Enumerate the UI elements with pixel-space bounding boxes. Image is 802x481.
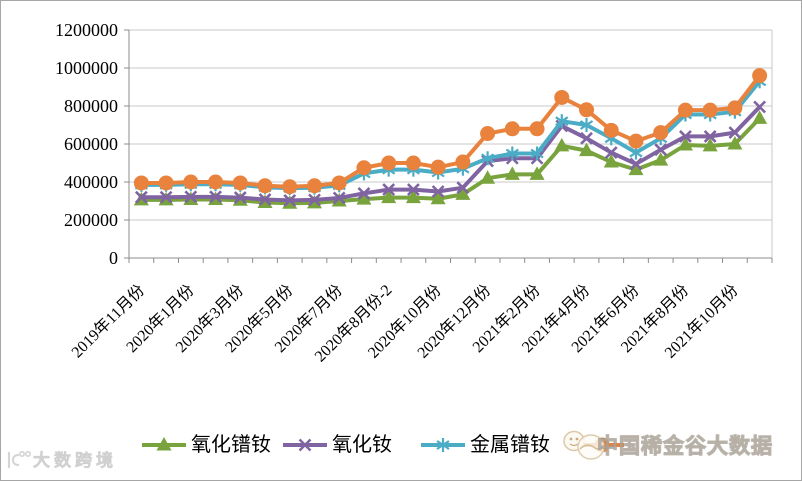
legend-label: 氧化钕 [332, 434, 392, 456]
legend-marker-triangle-icon [142, 437, 186, 451]
svg-text:400000: 400000 [64, 172, 118, 192]
legend-marker-circle-icon [580, 437, 624, 453]
x-axis-ticks [128, 258, 773, 263]
legend-item-series4-obscured [579, 435, 629, 455]
legend-marker-x-icon [283, 438, 327, 452]
svg-text:600000: 600000 [64, 134, 118, 154]
svg-text:800000: 800000 [64, 96, 118, 116]
svg-text:200000: 200000 [64, 210, 118, 230]
series-3 [134, 74, 767, 196]
series-4 [133, 68, 768, 195]
legend-item-yanghuapunü: 氧化镨钕 [141, 435, 271, 455]
svg-text:1000000: 1000000 [55, 58, 118, 78]
x-axis-labels: 2019年11月份2020年1月份2020年3月份2020年5月份2020年7月… [68, 281, 742, 365]
y-grid-and-labels: 0 200000 400000 600000 800000 1000000 1200000 [55, 20, 772, 268]
svg-text:1200000: 1200000 [55, 20, 118, 40]
legend-label: 金属镨钕 [470, 434, 550, 456]
legend-marker-asterisk-icon [421, 438, 465, 452]
legend-item-yanghuanü: 氧化钕 [282, 435, 392, 455]
svg-text:0: 0 [109, 248, 118, 268]
legend-label: 氧化镨钕 [191, 434, 271, 456]
legend-item-jinshupunü: 金属镨钕 [420, 435, 550, 455]
